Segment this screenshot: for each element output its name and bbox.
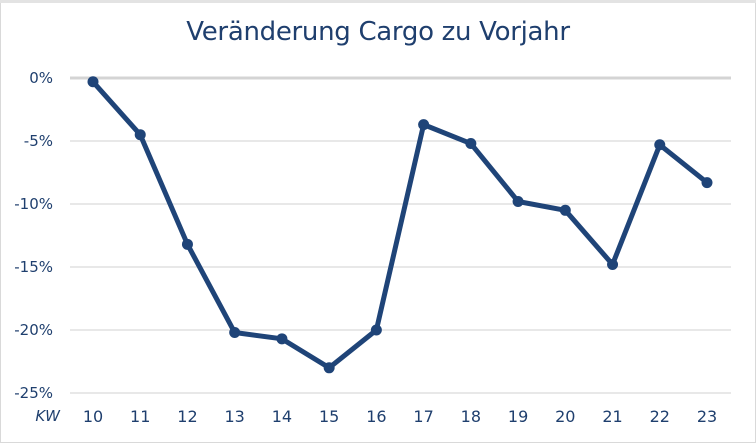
x-axis-title: KW <box>35 407 61 425</box>
y-tick-label: -15% <box>14 258 53 276</box>
x-tick-label: 19 <box>508 407 528 426</box>
y-tick-label: -5% <box>24 132 53 150</box>
data-point <box>559 204 571 216</box>
data-point <box>512 195 524 207</box>
data-points <box>87 76 713 374</box>
x-tick-label: 20 <box>555 407 575 426</box>
y-tick-label: -10% <box>14 195 53 213</box>
x-tick-label: 12 <box>177 407 197 426</box>
x-tick-label: 17 <box>413 407 433 426</box>
x-tick-label: 13 <box>225 407 245 426</box>
x-axis-labels: 10 11 12 13 14 15 16 17 18 19 20 21 22 23 <box>83 407 717 426</box>
y-axis-labels: 0% -5% -10% -15% -20% -25% <box>14 69 53 402</box>
x-tick-label: 11 <box>130 407 150 426</box>
x-tick-label: 23 <box>697 407 717 426</box>
data-point <box>418 119 430 131</box>
y-tick-label: 0% <box>29 69 53 87</box>
data-point <box>134 129 146 141</box>
data-point <box>607 258 619 270</box>
x-tick-label: 21 <box>602 407 622 426</box>
data-point <box>323 362 335 374</box>
chart-title: Veränderung Cargo zu Vorjahr <box>186 17 570 47</box>
data-point <box>654 139 666 151</box>
x-tick-label: 15 <box>319 407 339 426</box>
x-tick-label: 18 <box>461 407 481 426</box>
data-point <box>276 333 288 345</box>
gridlines <box>70 76 731 394</box>
y-tick-label: -20% <box>14 321 53 339</box>
data-line <box>90 79 710 371</box>
data-point <box>87 76 99 88</box>
frame-top-border <box>0 0 756 3</box>
x-tick-label: 10 <box>83 407 103 426</box>
x-tick-label: 22 <box>650 407 670 426</box>
data-point <box>181 238 193 250</box>
data-point <box>229 327 241 339</box>
x-tick-label: 14 <box>272 407 292 426</box>
x-tick-label: 16 <box>366 407 386 426</box>
data-point <box>370 324 382 336</box>
data-point <box>701 177 713 189</box>
y-tick-label: -25% <box>14 384 53 402</box>
data-point <box>465 138 477 150</box>
